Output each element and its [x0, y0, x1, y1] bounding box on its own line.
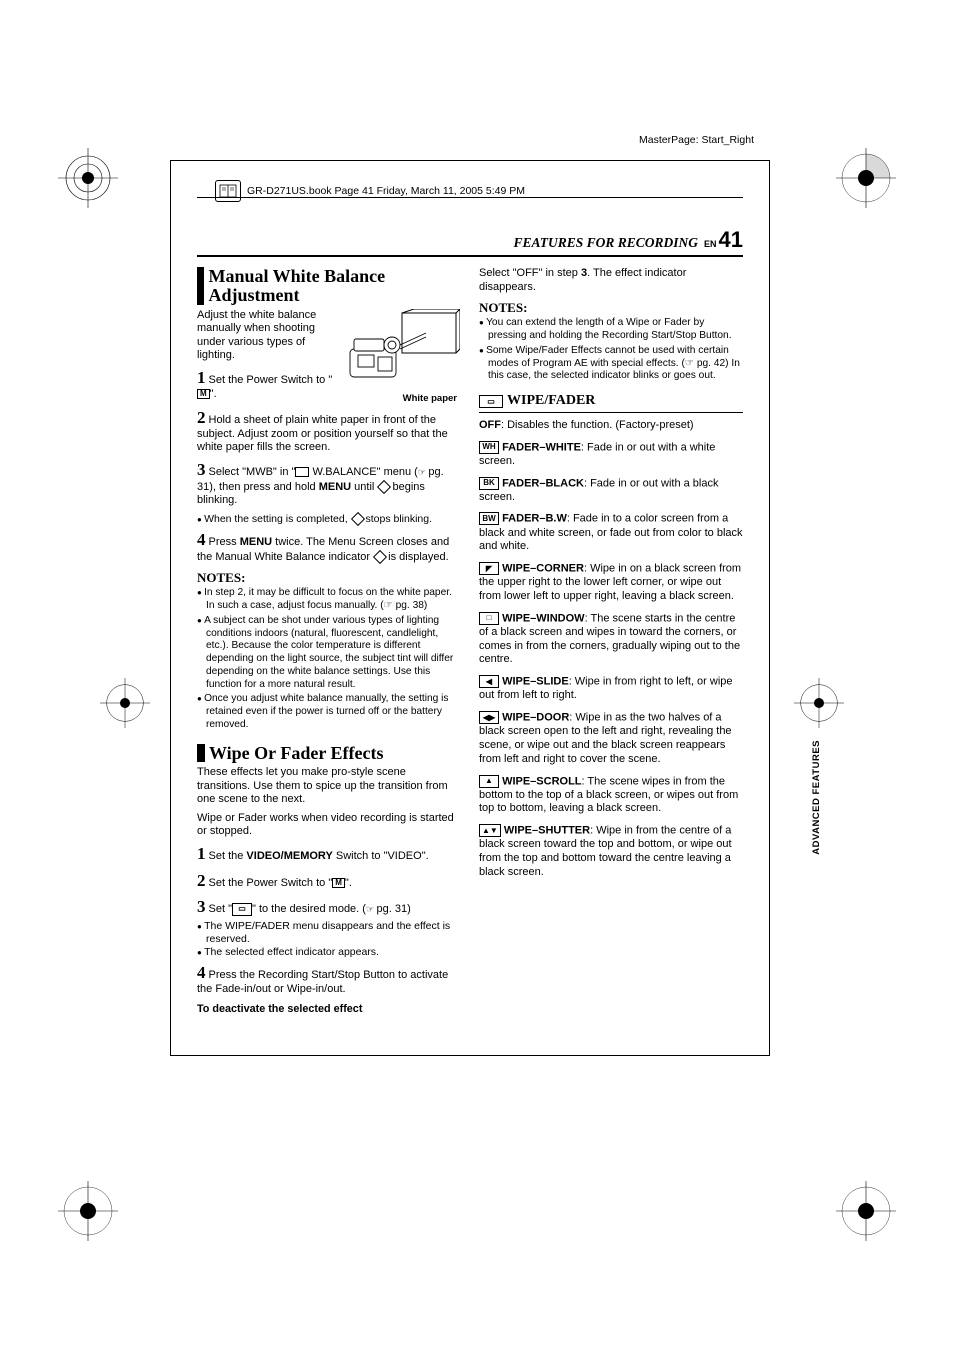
note-item: Some Wipe/Fader Effects cannot be used w… — [479, 345, 743, 383]
section-title: FEATURES FOR RECORDING — [513, 235, 698, 251]
note-item: A subject can be shot under various type… — [197, 615, 461, 692]
blink-icon — [377, 482, 389, 492]
page-header: FEATURES FOR RECORDING EN 41 — [197, 227, 743, 253]
wipe-menu-icon: ▭ — [232, 903, 252, 916]
wstep-1: 1Set the VIDEO/MEMORY Switch to "VIDEO". — [197, 844, 461, 864]
reg-mark-br — [836, 1181, 896, 1241]
reg-mark-tl — [58, 148, 118, 208]
wipe-intro-1: These effects let you make pro-style sce… — [197, 766, 461, 806]
reg-mark-ml — [100, 678, 160, 738]
wb-icon — [295, 467, 309, 477]
notes-list-right: You can extend the length of a Wipe or F… — [479, 317, 743, 383]
effect-icon: ◀▶ — [479, 711, 499, 724]
step-2: 2Hold a sheet of plain white paper in fr… — [197, 408, 461, 455]
wipe-fader-entry: OFF: Disables the function. (Factory-pre… — [479, 419, 743, 433]
effect-icon: ▲▼ — [479, 824, 501, 837]
wstep-4: 4Press the Recording Start/Stop Button t… — [197, 963, 461, 997]
effect-icon: ◤ — [479, 562, 499, 575]
deactivate-label: To deactivate the selected effect — [197, 1003, 461, 1016]
wstep-3: 3Set "▭" to the desired mode. (pg. 31) — [197, 897, 461, 917]
heading-manual-wb: Manual White Balance Adjustment — [197, 267, 461, 305]
wstep-2: 2Set the Power Switch to "M". — [197, 871, 461, 891]
wipe-fader-entry: ▲ WIPE–SCROLL: The scene wipes in from t… — [479, 775, 743, 817]
effect-icon: ◀ — [479, 675, 499, 688]
blink-icon — [373, 552, 385, 562]
step-4: 4Press MENU twice. The Menu Screen close… — [197, 530, 461, 564]
blink-icon — [351, 514, 363, 524]
m-icon: M — [332, 878, 345, 888]
side-section-label: ADVANCED FEATURES — [811, 740, 822, 855]
page-number: 41 — [719, 227, 743, 253]
note-item: In step 2, it may be difficult to focus … — [197, 587, 461, 613]
wipe-fader-entry: ▲▼ WIPE–SHUTTER: Wipe in from the centre… — [479, 824, 743, 879]
m-icon: M — [197, 389, 210, 399]
wipe-fader-heading: ▭ WIPE/FADER — [479, 393, 743, 413]
effect-icon: BK — [479, 477, 499, 490]
effect-icon: WH — [479, 441, 499, 454]
page-frame: FEATURES FOR RECORDING EN 41 Manual Whit… — [170, 160, 770, 1056]
note-item: The WIPE/FADER menu disappears and the e… — [197, 920, 461, 946]
wipe-fader-entry: □ WIPE–WINDOW: The scene starts in the c… — [479, 612, 743, 667]
left-column: Manual White Balance Adjustment — [197, 267, 461, 1015]
heading-wipe-fader: Wipe Or Fader Effects — [197, 744, 461, 763]
wipe-fader-entry: BK FADER–BLACK: Fade in or out with a bl… — [479, 477, 743, 505]
wipe-fader-entry: ◀ WIPE–SLIDE: Wipe in from right to left… — [479, 675, 743, 703]
lang-label: EN — [704, 239, 717, 250]
white-paper-figure: White paper — [343, 309, 461, 404]
wipe-fader-entry: BW FADER–B.W: Fade in to a color screen … — [479, 512, 743, 554]
figure-caption: White paper — [343, 393, 461, 404]
reg-mark-tr — [836, 148, 896, 208]
note-item: You can extend the length of a Wipe or F… — [479, 317, 743, 343]
effect-icon: □ — [479, 612, 499, 625]
note-item: Once you adjust white balance manually, … — [197, 693, 461, 731]
effect-icon: ▲ — [479, 775, 499, 788]
effect-icon: BW — [479, 512, 499, 525]
wipe-fader-head-icon: ▭ — [479, 395, 503, 408]
right-column: Select "OFF" in step 3. The effect indic… — [479, 267, 743, 1015]
wstep-3-bullets: The WIPE/FADER menu disappears and the e… — [197, 920, 461, 959]
wipe-fader-entry: ◀▶ WIPE–DOOR: Wipe in as the two halves … — [479, 711, 743, 766]
notes-heading-right: NOTES: — [479, 300, 743, 316]
step-3: 3Select "MWB" in " W.BALANCE" menu (pg. … — [197, 460, 461, 507]
reg-mark-mr — [794, 678, 854, 738]
right-top: Select "OFF" in step 3. The effect indic… — [479, 267, 743, 293]
wipe-intro-2: Wipe or Fader works when video recording… — [197, 812, 461, 838]
reg-mark-bl — [58, 1181, 118, 1241]
step-3-note: When the setting is completed, stops bli… — [197, 513, 461, 526]
note-item: The selected effect indicator appears. — [197, 946, 461, 959]
masterpage-label: MasterPage: Start_Right — [639, 134, 754, 146]
wipe-fader-entry: ◤ WIPE–CORNER: Wipe in on a black screen… — [479, 562, 743, 604]
notes-list-left: In step 2, it may be difficult to focus … — [197, 587, 461, 731]
notes-heading: NOTES: — [197, 570, 461, 586]
wipe-fader-entry: WH FADER–WHITE: Fade in or out with a wh… — [479, 441, 743, 469]
